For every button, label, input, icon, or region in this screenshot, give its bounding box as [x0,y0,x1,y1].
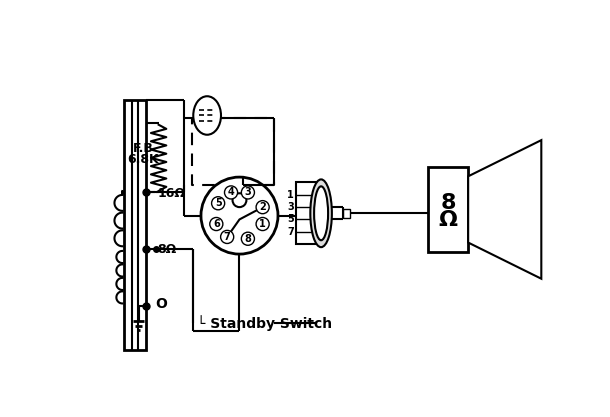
Circle shape [224,186,237,199]
Text: 2: 2 [259,202,266,212]
Text: 6.8K: 6.8K [127,153,159,166]
Text: 3: 3 [245,187,251,197]
Text: 4: 4 [228,187,234,197]
Polygon shape [468,140,541,279]
Text: 6: 6 [213,219,220,229]
Text: 5: 5 [287,214,294,224]
Circle shape [242,232,254,245]
Text: 8Ω: 8Ω [157,243,176,256]
Ellipse shape [193,96,221,135]
Circle shape [201,177,278,254]
Ellipse shape [314,186,328,240]
Text: 7: 7 [287,227,294,237]
Text: O: O [155,297,167,311]
Text: 1: 1 [287,190,294,200]
Circle shape [210,218,223,231]
Text: 1: 1 [259,219,266,229]
Bar [428,167,468,252]
Text: 5: 5 [215,198,221,208]
Bar [343,208,350,218]
Circle shape [256,201,269,214]
Circle shape [221,230,234,244]
Text: 16Ω: 16Ω [157,187,185,200]
Text: 8: 8 [440,193,456,213]
Text: 7: 7 [224,232,231,242]
Ellipse shape [310,179,332,247]
Text: Ω: Ω [439,210,458,230]
Text: F.B: F.B [133,142,154,155]
Circle shape [212,197,224,210]
Text: 3: 3 [287,202,294,212]
Bar [124,100,146,350]
Text: └ Standby Switch: └ Standby Switch [197,315,332,332]
Bar [296,183,321,244]
Text: 8: 8 [245,234,251,244]
Circle shape [232,193,246,207]
Circle shape [242,186,254,199]
Circle shape [256,218,269,231]
